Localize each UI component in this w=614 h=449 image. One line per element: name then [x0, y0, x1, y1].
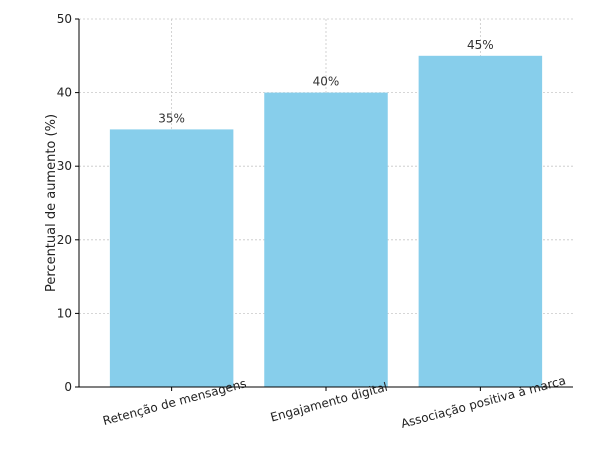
y-tick-label: 50	[57, 12, 72, 26]
y-tick-label: 20	[57, 233, 72, 247]
y-tick-label: 30	[57, 159, 72, 173]
bar	[109, 129, 234, 387]
bar	[418, 55, 543, 388]
data-label: 40%	[313, 75, 340, 89]
bar	[264, 92, 388, 387]
data-label: 35%	[158, 111, 185, 125]
bars-layer	[109, 55, 543, 388]
y-tick-label: 10	[57, 306, 72, 320]
y-tick-label: 0	[64, 380, 72, 394]
y-axis-title: Percentual de aumento (%)	[44, 114, 59, 292]
y-tick-label: 40	[57, 86, 72, 100]
axes-layer	[75, 18, 573, 391]
data-label: 45%	[467, 38, 494, 52]
